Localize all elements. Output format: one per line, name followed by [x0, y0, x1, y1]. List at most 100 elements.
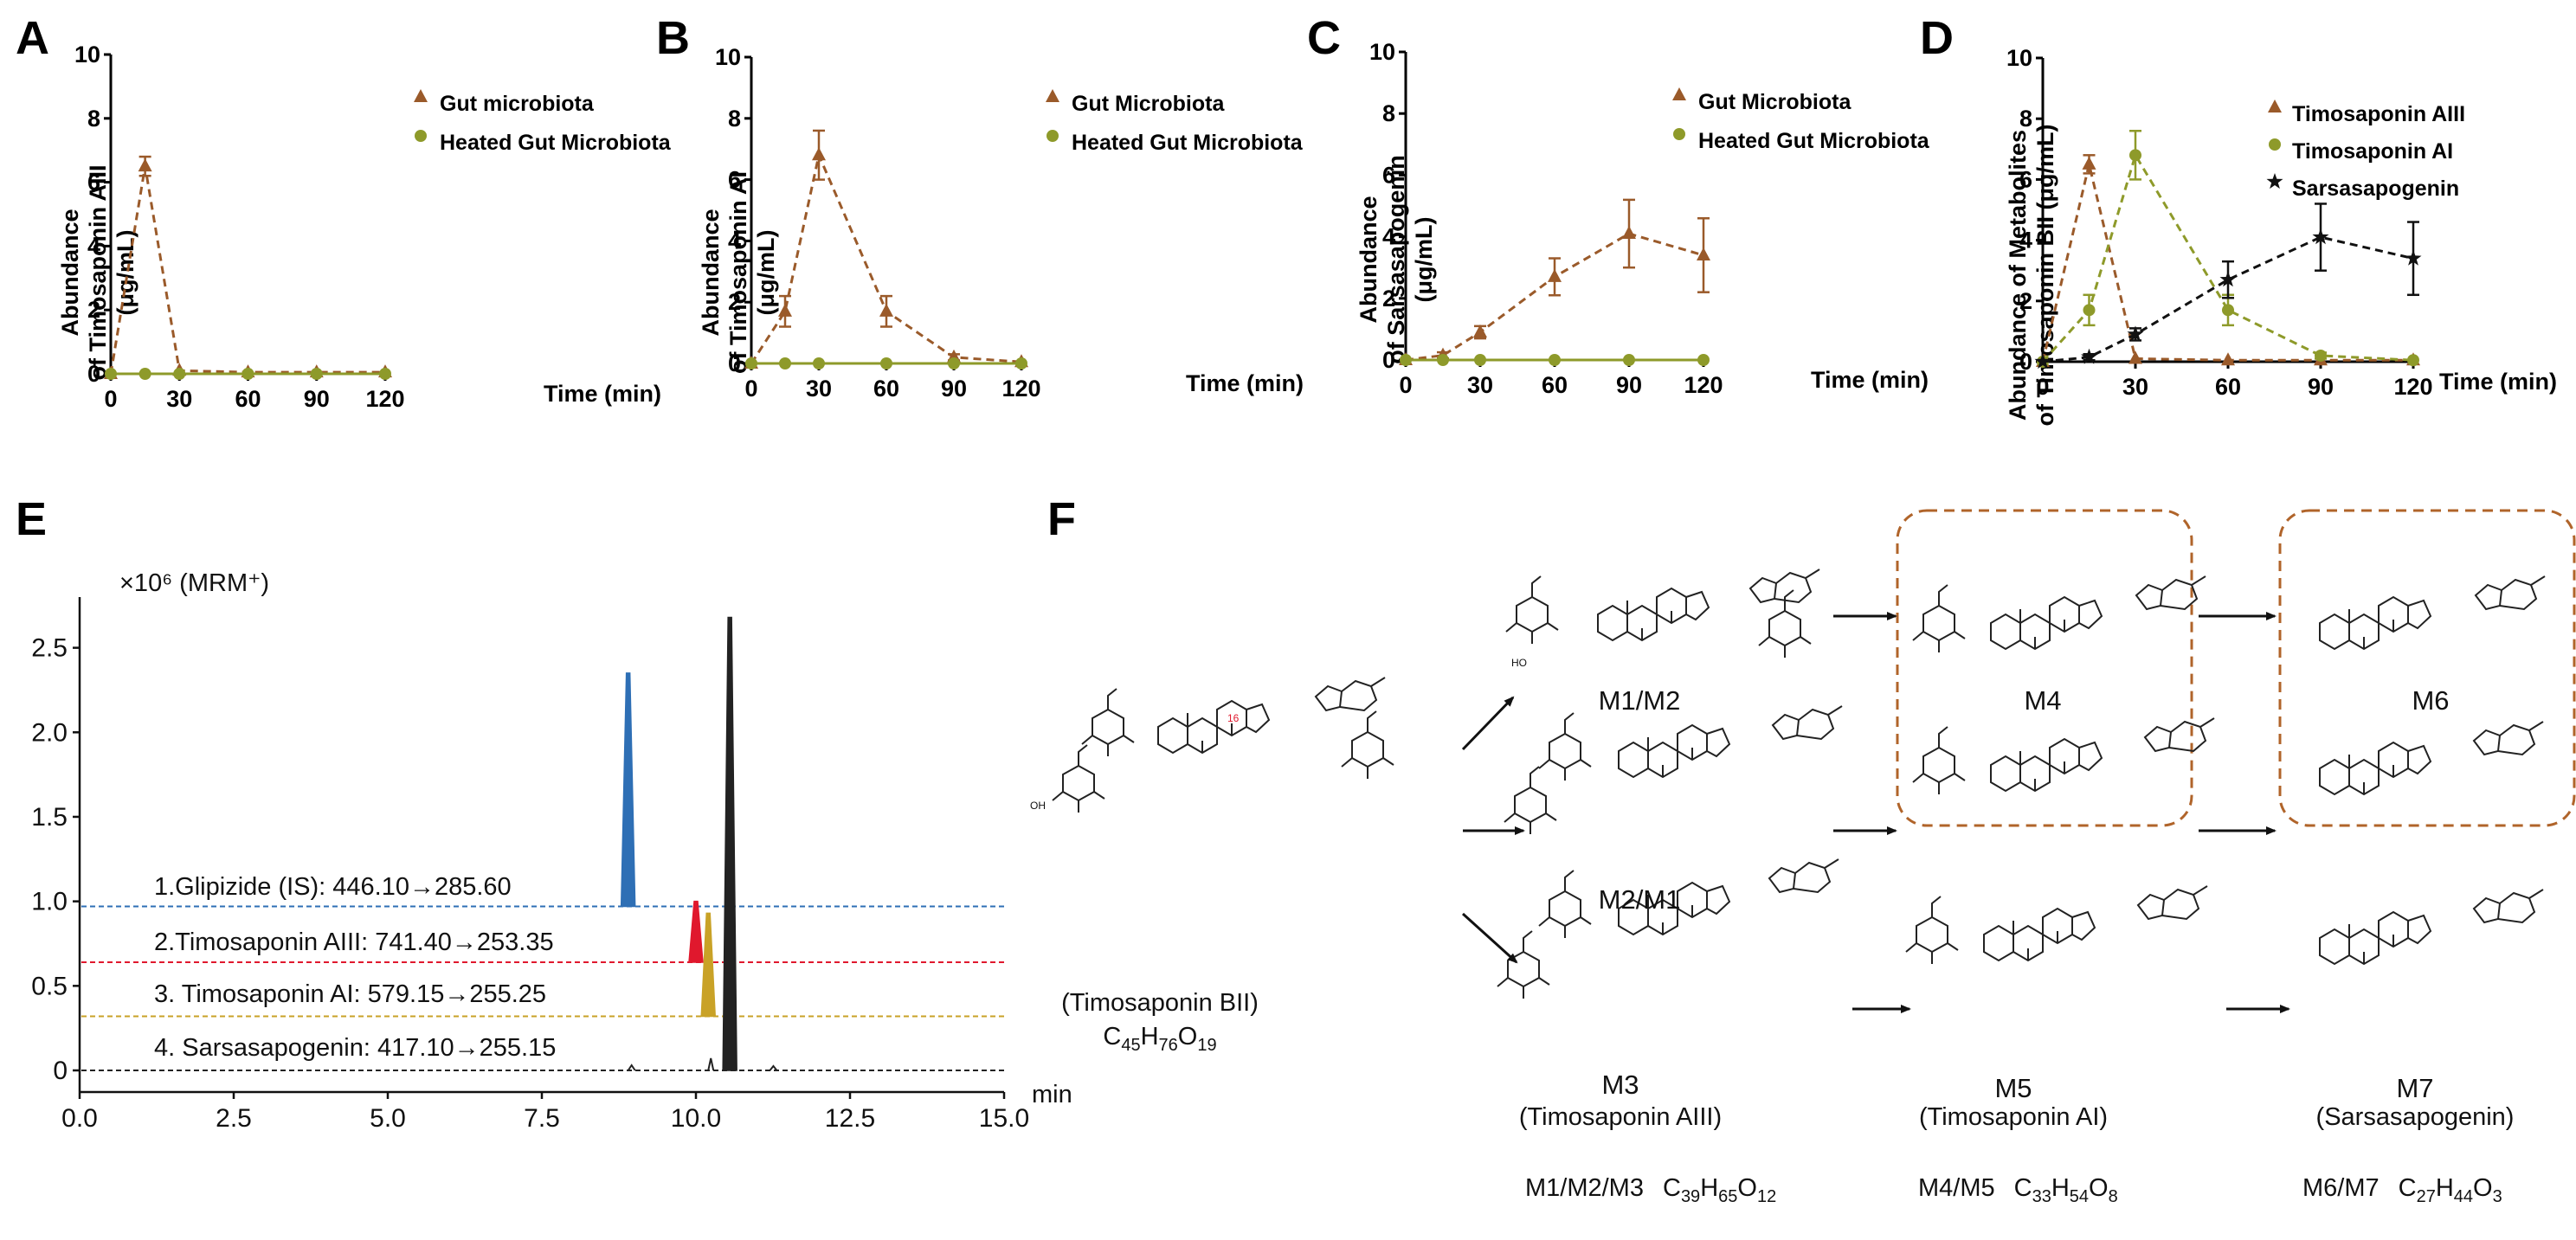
parent-carbon-number: 16 — [1227, 712, 1240, 724]
chart-e-peak — [722, 616, 737, 1071]
chart-b-point — [745, 357, 757, 369]
chart-d-point — [2407, 354, 2419, 367]
chart-c: Abundance of Sarsasapogenin (μg/mL) Time… — [1356, 90, 1930, 393]
chart-d-ylabel: Abundance of Metabolites of Timosaponin … — [2005, 125, 2058, 427]
chart-b-point — [880, 357, 892, 369]
chart-a-plot: 0 2 4 6 8 10 0 30 60 90 120 — [74, 42, 428, 412]
chart-d-point — [2127, 325, 2144, 342]
structure-timosaponin-bii: OH 16 — [1030, 677, 1394, 813]
chart-e-xlabel: min — [1032, 1081, 1072, 1108]
panel-label-e: E — [16, 493, 47, 545]
chart-a-point — [138, 158, 152, 172]
chart-d-series-line — [2041, 151, 2414, 363]
formula-m6-m7: M6/M7 C27H44O3 — [2302, 1174, 2502, 1206]
label-m5: M5 — [1994, 1073, 2032, 1103]
label-m7: M7 — [2396, 1073, 2433, 1103]
chart-d-x-tick-label: 120 — [2393, 374, 2432, 400]
chart-c-point — [1548, 268, 1562, 282]
chart-b-xlabel: Time (min) — [1186, 370, 1304, 396]
chart-d-ylabel-line-2: of Timosaponin BII (μg/mL) — [2032, 125, 2058, 427]
chart-b-ylabel-line-1: Abundance — [698, 209, 724, 336]
reaction-arrows — [1461, 612, 2290, 1013]
chart-c-point — [1473, 324, 1487, 337]
chart-c-y-tick-label: 2 — [1382, 286, 1395, 312]
chart-b-point — [812, 147, 826, 161]
chart-d-ylabel-line-1: Abundance of Metabolites — [2005, 130, 2031, 421]
chart-d: Abundance of Metabolites of Timosaponin … — [2005, 102, 2557, 427]
chart-b-point — [813, 357, 825, 369]
name-sarsasapogenin: (Sarsasapogenin) — [2316, 1103, 2515, 1131]
chart-d-point — [2083, 304, 2096, 317]
chart-d-y-tick-label: 6 — [2019, 166, 2032, 192]
chart-c-point — [1622, 226, 1636, 240]
chart-d-y-tick-label: 2 — [2019, 288, 2032, 314]
metabolism-scheme: OH 16 HO — [1030, 509, 2576, 1206]
chart-a-point — [310, 368, 323, 380]
structure-m4 — [1912, 575, 2206, 653]
chart-e-title: ×10⁶ (MRM⁺) — [119, 569, 269, 597]
chart-b-y-tick-label: 4 — [728, 228, 741, 254]
chart-b-ylabel-line-3: (μg/mL) — [753, 230, 779, 316]
chart-c-plot: 0 2 4 6 8 10 0 30 60 90 120 — [1369, 39, 1723, 398]
chart-a: Abundance of Timosaponin AIII (μg/mL) Ti… — [57, 92, 672, 407]
chart-b-point — [879, 303, 893, 317]
chart-c-point — [1437, 354, 1449, 366]
panel-label-d: D — [1920, 12, 1954, 64]
chart-b-x-tick-label: 120 — [1001, 376, 1040, 402]
chart-c-legend-swatch — [1673, 128, 1685, 140]
chart-b-point — [948, 357, 960, 369]
chart-c-x-tick-label: 120 — [1684, 372, 1723, 398]
chart-d-y-tick-label: 0 — [2019, 349, 2032, 375]
chart-a-x-tick-label: 90 — [304, 386, 330, 412]
chart-b-legend-swatch — [1046, 89, 1059, 102]
chart-e-y-tick-label: 1.5 — [31, 803, 68, 832]
chart-c-point — [1400, 354, 1412, 366]
chart-a-y-tick-label: 10 — [74, 42, 100, 67]
chart-e-x-tick-label: 10.0 — [671, 1104, 721, 1133]
chart-e-trace-label-2: 2.Timosaponin AIII: 741.40→253.35 — [154, 928, 554, 956]
structure-m6-boxed — [2319, 721, 2544, 795]
chart-a-y-tick-label: 4 — [87, 233, 100, 259]
chart-a-point — [242, 368, 254, 380]
structure-m2-m1 — [1504, 705, 1843, 835]
chart-d-legend-swatch — [2266, 173, 2283, 190]
chart-c-y-tick-label: 4 — [1382, 224, 1395, 250]
chart-e-plot: 0 0.5 1.0 1.5 2.0 2.5 0.0 2.5 5.0 7.5 10.0 12.5 15.0 — [31, 597, 1029, 1133]
chart-d-legend-swatch — [2269, 138, 2281, 151]
chart-d-plot: 0 2 4 6 8 10 0 30 60 90 120 — [2006, 45, 2433, 400]
chart-a-ylabel-line-3: (μg/mL) — [113, 230, 138, 316]
chart-c-ylabel: Abundance of Sarsasapogenin (μg/mL) — [1356, 155, 1437, 364]
chart-a-y-tick-label: 8 — [87, 106, 100, 132]
chart-d-x-tick-label: 90 — [2308, 374, 2334, 400]
chart-b-x-tick-label: 60 — [873, 376, 899, 402]
chart-a-series-line — [109, 165, 385, 375]
chart-b-point — [1015, 357, 1027, 369]
chart-a-x-tick-label: 0 — [104, 386, 117, 412]
structure-m5-boxed — [1912, 717, 2215, 795]
chart-b-ylabel: Abundance of Timosaponin AI (μg/mL) — [698, 171, 779, 374]
formula-m1-m2-m3: M1/M2/M3 C39H65O12 — [1525, 1174, 1776, 1206]
chart-d-point — [2222, 304, 2234, 317]
chart-e-trace-label-4: 4. Sarsasapogenin: 417.10→255.15 — [154, 1034, 556, 1062]
structure-m7 — [2319, 889, 2544, 965]
arrow-to-m1 — [1461, 696, 1515, 751]
chart-a-x-tick-label: 120 — [365, 386, 404, 412]
chart-c-point — [1697, 247, 1710, 260]
chart-e-x-tick-label: 2.5 — [216, 1104, 252, 1133]
chart-c-point — [1474, 354, 1486, 366]
chart-d-point — [2405, 249, 2422, 266]
chart-a-point — [105, 368, 117, 380]
chart-d-point — [2312, 228, 2329, 245]
chart-a-xlabel: Time (min) — [544, 381, 661, 407]
chart-e-x-tick-label: 5.0 — [370, 1104, 406, 1133]
chart-c-x-tick-label: 30 — [1467, 372, 1493, 398]
chart-c-x-tick-label: 0 — [1399, 372, 1412, 398]
chart-a-legend-swatch — [415, 130, 427, 142]
chart-e-x-tick-label: 12.5 — [825, 1104, 875, 1133]
chart-c-y-tick-label: 0 — [1382, 347, 1395, 373]
chart-e-y-tick-label: 0 — [53, 1057, 68, 1085]
chart-a-x-tick-label: 60 — [235, 386, 261, 412]
chart-b-y-tick-label: 2 — [728, 289, 741, 315]
